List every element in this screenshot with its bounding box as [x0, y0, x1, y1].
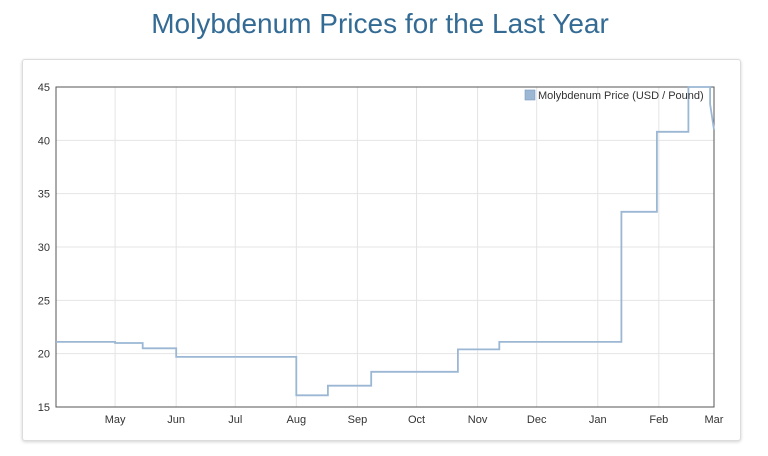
- y-tick-label: 35: [38, 189, 50, 201]
- grid: [56, 86, 715, 408]
- chart-panel: 15 20 25 30 35 40 45 May Jun Jul Aug Sep Oct Nov Dec Ja…: [22, 59, 741, 441]
- x-tick-label: Dec: [527, 414, 547, 426]
- y-tick-label: 45: [38, 82, 50, 94]
- y-tick-label: 30: [38, 242, 50, 254]
- x-tick-label: Feb: [649, 414, 668, 426]
- x-tick-label: Jun: [167, 414, 185, 426]
- x-tick-label: Jan: [589, 414, 607, 426]
- y-tick-label: 20: [38, 349, 50, 361]
- x-tick-label: May: [105, 414, 126, 426]
- price-chart: 15 20 25 30 35 40 45 May Jun Jul Aug Sep Oct Nov Dec Ja…: [38, 82, 724, 426]
- axes: 15 20 25 30 35 40 45 May Jun Jul Aug Sep Oct Nov Dec Ja…: [38, 82, 724, 426]
- y-tick-label: 15: [38, 402, 50, 414]
- y-tick-label: 25: [38, 295, 50, 307]
- x-tick-label: Nov: [468, 414, 488, 426]
- y-tick-label: 40: [38, 135, 50, 147]
- x-tick-label: Oct: [408, 414, 425, 426]
- plot-frame: [55, 86, 715, 408]
- x-tick-label: Sep: [348, 414, 368, 426]
- legend-swatch: [524, 89, 536, 101]
- legend-label: Molybdenum Price (USD / Pound): [538, 90, 704, 102]
- legend: Molybdenum Price (USD / Pound): [524, 89, 704, 102]
- x-tick-label: Jul: [228, 414, 242, 426]
- series-layer: [56, 86, 715, 397]
- x-tick-label: Aug: [287, 414, 307, 426]
- x-tick-label: Mar: [705, 414, 724, 426]
- series-line: [56, 86, 715, 397]
- page-title: Molybdenum Prices for the Last Year: [151, 8, 609, 39]
